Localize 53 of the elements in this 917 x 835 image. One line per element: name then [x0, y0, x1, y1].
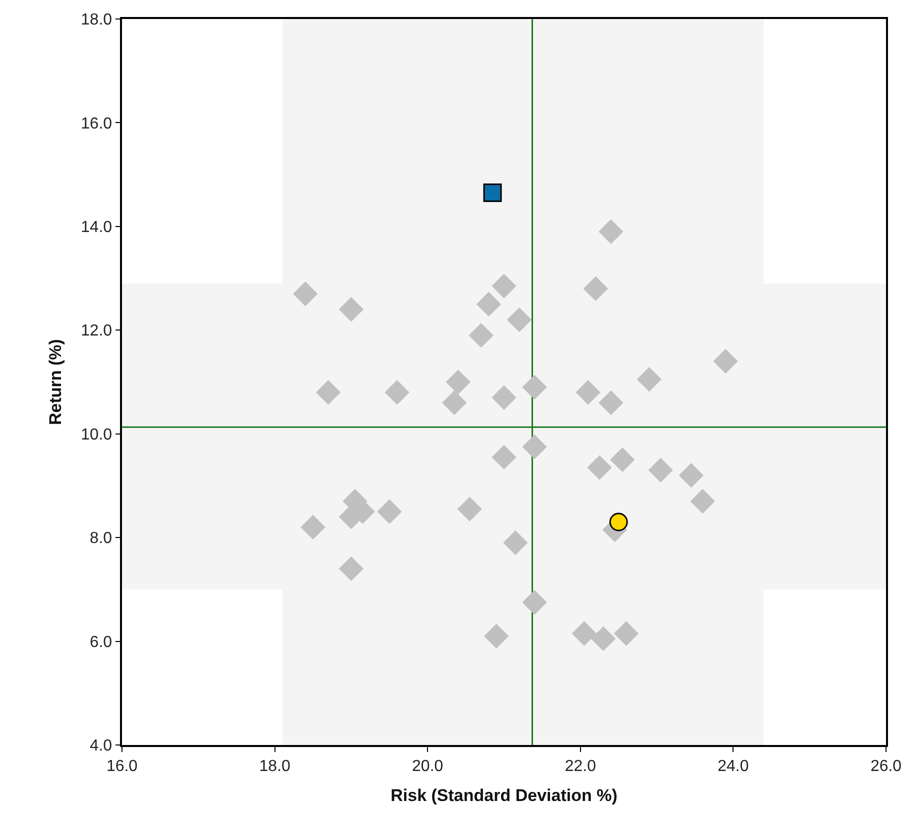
point	[468, 322, 494, 348]
point	[713, 348, 738, 374]
point	[576, 380, 600, 405]
y-tick-label: 18.0	[80, 12, 112, 29]
point	[636, 367, 662, 392]
point	[522, 590, 547, 615]
x-tick-label: 24.0	[718, 758, 749, 775]
point	[457, 496, 482, 522]
y-tick-label: 16.0	[80, 115, 112, 132]
point	[293, 281, 318, 306]
x-tick-label: 26.0	[870, 758, 902, 775]
point	[598, 390, 624, 416]
point	[338, 297, 364, 322]
point	[492, 385, 516, 410]
y-axis-title: Return (%)	[46, 339, 65, 425]
x-tick-label: 18.0	[259, 758, 290, 775]
point	[678, 462, 704, 488]
y-tick-label: 14.0	[80, 219, 112, 236]
y-tick-label: 4.0	[90, 738, 112, 755]
point	[572, 621, 597, 646]
point	[300, 514, 326, 540]
point	[522, 374, 547, 400]
point	[483, 183, 502, 202]
point	[614, 621, 639, 646]
point	[583, 276, 608, 302]
point	[316, 380, 341, 405]
point	[598, 219, 624, 244]
y-tick-label: 10.0	[80, 426, 112, 444]
point	[648, 458, 673, 483]
point	[492, 274, 516, 298]
x-tick-label: 20.0	[412, 758, 444, 775]
point	[446, 370, 471, 394]
x-tick-label: 22.0	[564, 758, 596, 775]
point	[442, 390, 467, 416]
point	[610, 447, 635, 472]
point	[506, 307, 532, 332]
x-tick-label: 16.0	[106, 758, 138, 775]
y-tick-label: 12.0	[80, 322, 112, 340]
point	[476, 292, 502, 317]
point	[609, 512, 628, 532]
point	[590, 626, 616, 652]
point	[377, 499, 402, 524]
point	[587, 455, 612, 480]
point	[484, 624, 509, 648]
x-axis-title: Risk (Standard Deviation %)	[390, 786, 618, 805]
point	[338, 556, 364, 582]
point	[492, 444, 516, 470]
point	[503, 530, 528, 556]
point	[690, 488, 715, 514]
y-tick-label: 8.0	[90, 530, 112, 548]
point	[384, 380, 410, 405]
point	[522, 434, 547, 460]
y-tick-label: 6.0	[90, 634, 112, 651]
